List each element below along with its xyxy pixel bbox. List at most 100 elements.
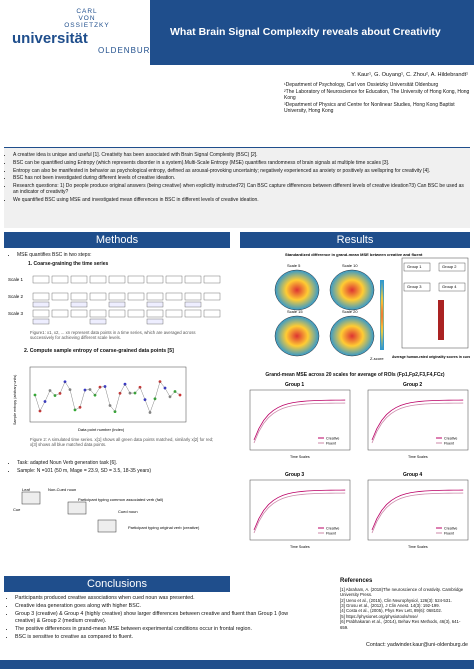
cell (70, 301, 88, 308)
plot-area (29, 366, 187, 423)
histogram (438, 300, 444, 340)
list-item: Creative idea generation goes along with… (15, 603, 306, 610)
legend-label: Creative (326, 527, 339, 531)
legend-label: Fluent (444, 532, 454, 536)
mse-line (371, 402, 464, 444)
cell (32, 309, 50, 318)
cell (70, 275, 88, 284)
screen (21, 491, 41, 505)
screen (97, 519, 117, 533)
panel-title: Group 1 (285, 382, 304, 388)
cell (146, 318, 164, 325)
list-item: ²The Laboratory of Neuroscience for Educ… (284, 88, 470, 102)
axis-label: Average human-rated originality scores i… (392, 355, 470, 359)
cell (146, 292, 164, 301)
cell (108, 301, 126, 308)
cell (108, 309, 126, 318)
mse-line (371, 489, 464, 531)
logo-word: OLDENBURG (98, 46, 158, 55)
affiliations: ¹Department of Psychology, Carl von Ossi… (284, 82, 470, 115)
legend-label: Fluent (326, 532, 336, 536)
panel-title: Group 2 (403, 382, 422, 388)
logo-line: OSSIETZKY (64, 22, 110, 29)
conclusions: Participants produced creative associati… (6, 595, 306, 642)
references: [1] Abraham, A. (2018)The neuroscience o… (340, 587, 468, 630)
bullet: Task: adapted Noun Verb generation task … (17, 460, 228, 466)
coarse-graining-diagram: Scale 1 Scale 2 Scale 3 (8, 275, 221, 325)
legend-label: Creative (444, 527, 457, 531)
footer-band (0, 660, 474, 669)
cell (89, 309, 107, 318)
cell (51, 292, 69, 301)
scale-label: Scale 2 (8, 294, 24, 299)
panel-title: Group 3 (285, 472, 304, 478)
caption: Figure 2: A simulated time series. x[1] … (30, 437, 214, 448)
methods: MSE quantifies BSC in two steps: 1. Coar… (8, 252, 228, 267)
list-item: Participants produced creative associati… (15, 595, 306, 602)
brain-map (329, 269, 375, 311)
scale-label: Scale 10 (342, 263, 358, 268)
header-band (150, 0, 474, 65)
cell (89, 275, 107, 284)
list-item: [4] Costa et al., (2005), Phys Rev Lett,… (340, 608, 442, 614)
list-item: [6] Prabhakaran et al., (2014), Behav Re… (340, 619, 461, 630)
bullet: Sample: N =101 (50 m, Mage = 23.9, SD = … (17, 468, 228, 474)
mse-line (253, 399, 346, 441)
step: 1. Coarse-graining the time series (28, 261, 109, 268)
cell (32, 301, 50, 308)
authors: Y. Kaur¹, G. Ouyang¹, C. Zhou², A. Hilde… (351, 72, 468, 78)
list-item: The positive differences in grand-mean M… (15, 626, 306, 633)
entropy-chart: Sample entropy (arbitrary units) Data poi… (13, 366, 187, 432)
cell (51, 275, 69, 284)
cell (165, 309, 183, 318)
mse-line (253, 489, 346, 531)
brain-map (274, 315, 320, 357)
cell (108, 275, 126, 284)
section-heading: Results (240, 232, 470, 248)
legend-label: Creative (444, 437, 457, 441)
diagram-label: Participant typing common associated ver… (78, 497, 164, 502)
group-box (438, 262, 466, 272)
cell (184, 292, 202, 301)
list-item: [2] Ueno et al., (2015), Clin Neurophysi… (340, 597, 452, 603)
axis-label: Time Scales (290, 545, 310, 549)
colorbar-label: Z-score (370, 356, 384, 361)
axis-label: Data point number (index) (78, 427, 125, 432)
list-item: Group 3 (creative) & Group 4 (highly cre… (15, 611, 306, 624)
logo: CARL VON OSSIETZKY universität OLDENBURG (0, 0, 157, 68)
cell (184, 309, 202, 318)
cell (146, 275, 164, 284)
group-label: Group 4 (442, 284, 457, 289)
cell (203, 292, 221, 301)
series-line (34, 381, 181, 414)
brain-map (274, 269, 320, 311)
axis-label: Time Scales (290, 455, 310, 459)
cell (89, 292, 107, 301)
logo-line: CARL (76, 8, 98, 15)
group-box (403, 282, 431, 292)
diagram-label: Participant typing original verb (creati… (128, 525, 200, 530)
screen (67, 501, 87, 515)
task-info: Task: adapted Noun Verb generation task … (8, 460, 228, 476)
references-heading: References (340, 578, 373, 584)
list-item: BSC can be quantified using Entropy (whi… (13, 160, 470, 166)
list-item: BSC has not been investigated during dif… (13, 175, 470, 181)
brain-figure: Standardized difference in grand-mean MS… (274, 252, 470, 361)
cell (203, 275, 221, 284)
intro-box: A creative idea is unique and useful [1]… (4, 147, 470, 228)
group-label: Group 1 (407, 264, 422, 269)
title: What Brain Signal Complexity reveals abo… (170, 26, 441, 38)
axis-label: Sample entropy (arbitrary units) (13, 375, 17, 425)
mse-line (371, 399, 464, 441)
cell (127, 309, 145, 318)
axis-label: Time Scales (408, 455, 428, 459)
list-item: ³Department of Physics and Centre for No… (284, 101, 455, 115)
diagram-label: Cued noun (118, 509, 138, 514)
mse-line (371, 492, 464, 534)
bullet: MSE quantifies BSC in two steps: (17, 252, 228, 258)
cell (184, 275, 202, 284)
list-item: [5] https://physionet.org/physiotools/ms… (340, 613, 418, 619)
cell (32, 292, 50, 301)
